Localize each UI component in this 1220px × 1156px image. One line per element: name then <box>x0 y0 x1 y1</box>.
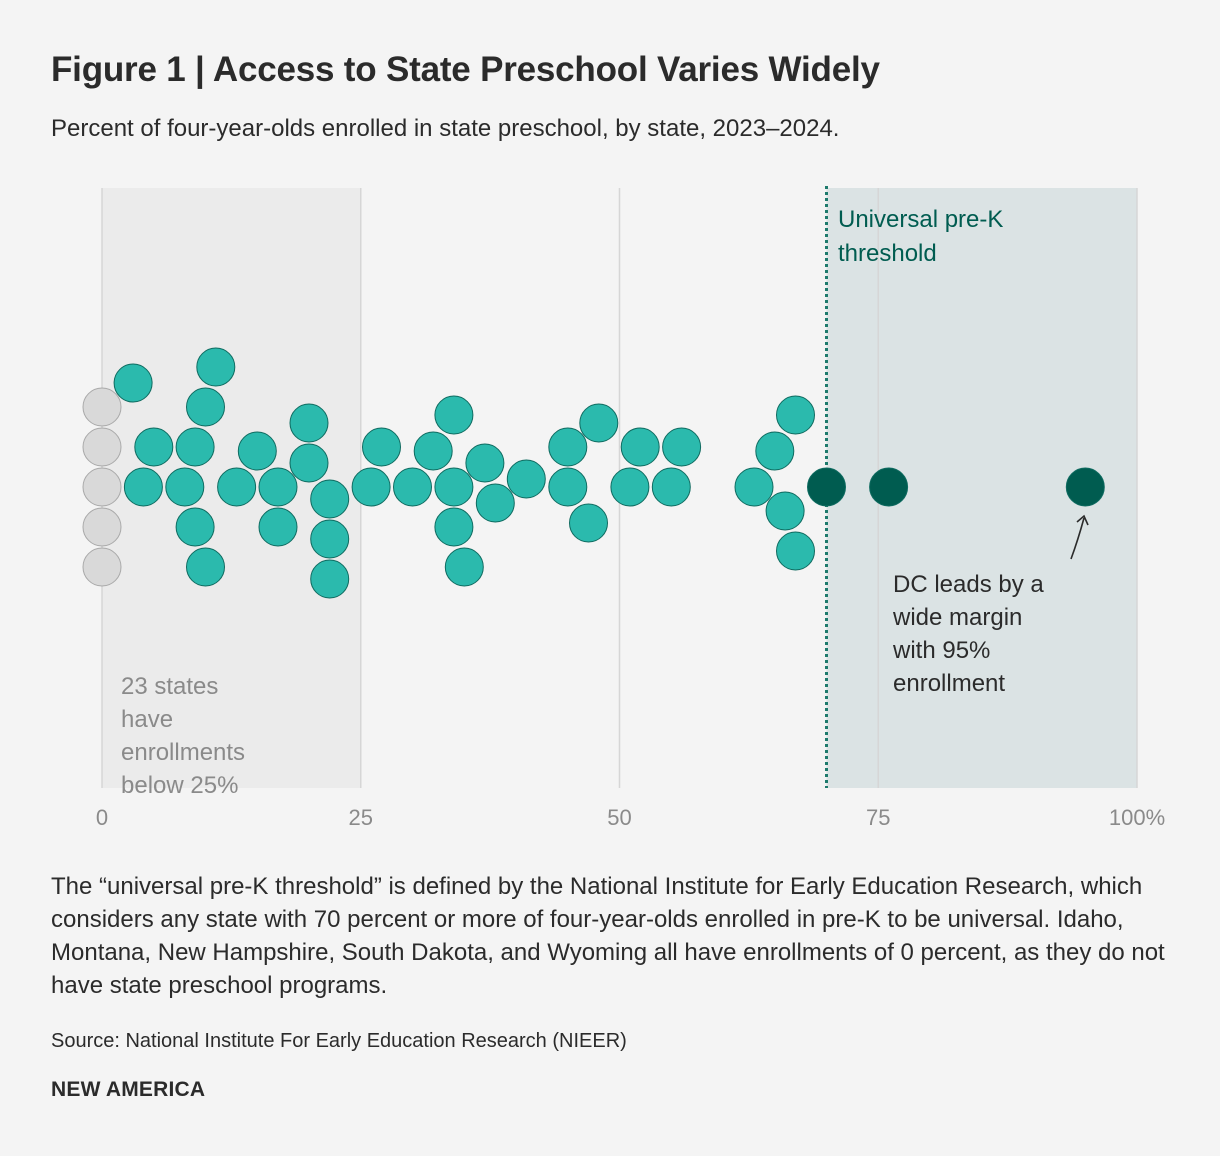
data-point-35 <box>548 427 588 467</box>
data-point-19 <box>289 403 329 443</box>
below-25-line-1: 23 states <box>121 673 218 700</box>
data-point-21 <box>310 519 350 559</box>
data-point-26 <box>413 431 453 471</box>
data-point-29 <box>434 395 474 435</box>
x-tick-label-50: 50 <box>607 805 631 830</box>
below-25-annotation: 23 states have enrollments below 25% <box>121 673 245 799</box>
below-25-line-2: have <box>121 706 173 733</box>
data-point-16 <box>258 467 298 507</box>
data-point-46 <box>776 395 815 435</box>
threshold-label-line-2: threshold <box>838 240 937 267</box>
data-point-4 <box>82 547 122 587</box>
dc-annotation: DC leads by a wide margin with 95% enrol… <box>892 514 1089 697</box>
data-point-17 <box>258 507 298 547</box>
data-point-47 <box>807 467 846 507</box>
data-points <box>82 347 1105 599</box>
dc-line-4: enrollment <box>893 670 1005 697</box>
data-point-41 <box>662 427 702 467</box>
data-point-28 <box>434 507 474 547</box>
data-point-3 <box>82 387 122 427</box>
dc-line-1: DC leads by a <box>893 571 1044 598</box>
data-point-2 <box>82 507 122 547</box>
threshold-label-line-1: Universal pre-K <box>838 206 1003 233</box>
chart-subtitle: Percent of four-year-olds enrolled in st… <box>51 115 840 142</box>
brand-logo-text: NEW AMERICA <box>51 1078 206 1101</box>
data-point-39 <box>620 427 660 467</box>
data-point-24 <box>362 427 401 467</box>
data-point-40 <box>651 467 691 507</box>
data-point-14 <box>217 467 257 507</box>
below-25-line-4: below 25% <box>121 772 238 799</box>
data-point-12 <box>186 547 225 587</box>
data-point-42 <box>734 467 774 507</box>
data-point-34 <box>548 467 588 507</box>
data-point-33 <box>506 459 546 499</box>
beeswarm-chart: Universal pre-K threshold 23 states have… <box>82 186 1165 830</box>
data-point-0 <box>82 467 122 507</box>
data-point-23 <box>351 467 391 507</box>
data-point-48 <box>869 467 909 507</box>
data-point-18 <box>289 443 329 483</box>
data-point-44 <box>765 491 805 531</box>
data-point-20 <box>310 479 350 519</box>
data-point-1 <box>82 427 122 467</box>
data-point-15 <box>237 431 277 471</box>
data-point-31 <box>465 443 505 483</box>
data-point-49 <box>1065 467 1105 507</box>
data-point-7 <box>134 427 174 467</box>
data-point-32 <box>475 483 515 523</box>
data-point-38 <box>610 467 650 507</box>
data-point-30 <box>444 547 484 587</box>
data-point-25 <box>393 467 432 507</box>
x-tick-label-75: 75 <box>866 805 890 830</box>
below-25-line-3: enrollments <box>121 739 245 766</box>
data-point-11 <box>186 387 225 427</box>
data-point-13 <box>196 347 236 387</box>
x-tick-label-100: 100% <box>1109 805 1165 830</box>
source-line: Source: National Institute For Early Edu… <box>51 1030 627 1052</box>
data-point-36 <box>569 503 608 543</box>
dc-arrow <box>1070 514 1089 560</box>
data-point-22 <box>310 559 350 599</box>
data-point-9 <box>175 427 215 467</box>
data-point-10 <box>175 507 215 547</box>
data-point-8 <box>165 467 205 507</box>
data-point-6 <box>123 467 163 507</box>
dc-line-3: with 95% <box>892 637 990 664</box>
x-tick-label-25: 25 <box>349 805 373 830</box>
footnote: The “universal pre-K threshold” is defin… <box>51 873 1165 999</box>
data-point-5 <box>113 363 153 403</box>
data-point-43 <box>755 431 795 471</box>
data-point-37 <box>579 403 619 443</box>
x-axis-ticks: 0 25 50 75 100% <box>96 805 1165 830</box>
x-tick-label-0: 0 <box>96 805 108 830</box>
data-point-45 <box>776 531 815 571</box>
dc-line-2: wide margin <box>892 604 1022 631</box>
chart-title: Figure 1 | Access to State Preschool Var… <box>51 50 880 89</box>
data-point-27 <box>434 467 474 507</box>
